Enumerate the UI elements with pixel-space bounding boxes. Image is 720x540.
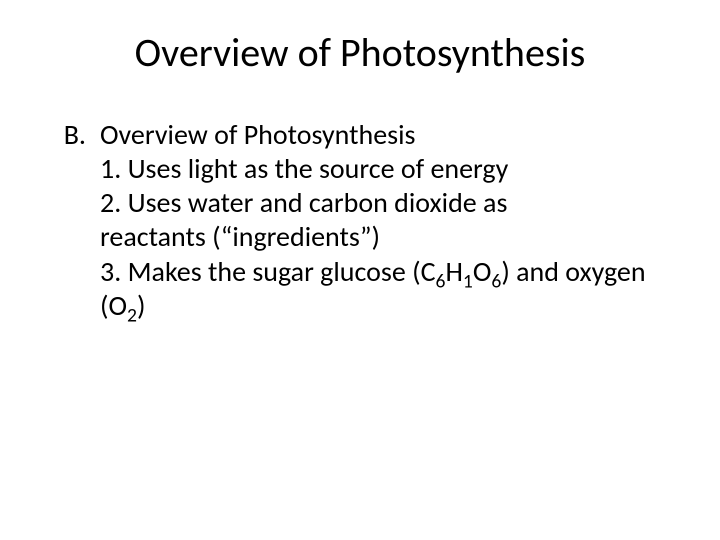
item-text: Uses water and carbon dioxide as reactan… <box>100 185 507 254</box>
formula-sub: 6 <box>436 269 446 293</box>
formula-txt: O <box>473 254 492 289</box>
item-marker: 3. <box>100 254 121 289</box>
slide: Overview of Photosynthesis B. Overview o… <box>0 0 720 540</box>
slide-body: B. Overview of Photosynthesis 1. Uses li… <box>48 118 672 323</box>
formula-sub: 1 <box>463 269 473 293</box>
outline-item-1: 1. Uses light as the source of energy <box>100 152 530 186</box>
outline-heading: Overview of Photosynthesis <box>100 118 672 152</box>
slide-title: Overview of Photosynthesis <box>0 28 720 77</box>
outline-item-3: 3. Makes the sugar glucose (C6H1O6) and … <box>100 255 660 323</box>
formula-txt: H <box>445 254 462 289</box>
formula-sub: 6 <box>491 269 501 293</box>
item-marker: 2. <box>100 185 121 220</box>
item-text: Uses light as the source of energy <box>121 151 508 186</box>
item-text-prefix: Makes the sugar glucose (C <box>128 254 436 289</box>
outline-item-2: 2. Uses water and carbon dioxide as reac… <box>100 186 530 254</box>
outline-marker-b: B. <box>48 118 100 152</box>
outline-level-1: B. Overview of Photosynthesis <box>48 118 672 152</box>
item-marker: 1. <box>100 151 121 186</box>
formula-sub: 2 <box>127 303 137 327</box>
formula-txt: ) <box>137 288 146 323</box>
